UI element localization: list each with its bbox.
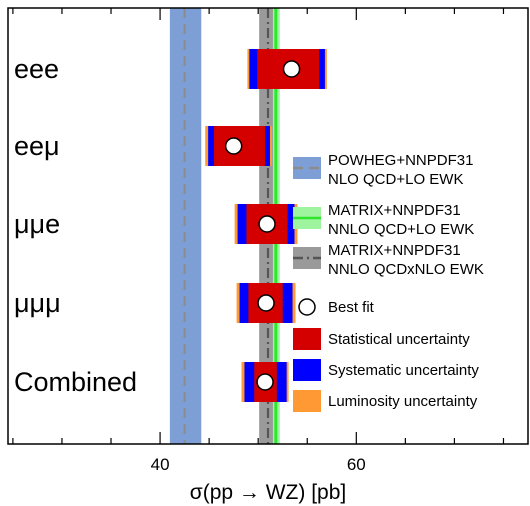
legend-swatch-powheg	[293, 157, 321, 179]
legend-label-matrix-nlo: MATRIX+NNPDF31 NNLO QCDxNLO EWK	[328, 242, 484, 278]
legend-label-matrix-lo: MATRIX+NNPDF31 NNLO QCD+LO EWK	[328, 202, 474, 238]
best-fit-point-2	[258, 215, 276, 233]
legend-label-lumi: Luminosity uncertainty	[328, 393, 478, 410]
best-fit-point-4	[256, 373, 274, 391]
category-label-3: μμμ	[14, 288, 61, 318]
legend-label-line: Statistical uncertainty	[328, 331, 470, 348]
best-fit-point-3	[257, 294, 275, 312]
legend-swatch-syst	[293, 359, 321, 381]
category-label-1: eeμ	[14, 131, 60, 161]
legend-swatch-lumi	[293, 390, 321, 412]
plot-frame	[7, 7, 529, 445]
best-fit-point-1	[224, 137, 243, 155]
category-labels: eee eeμ μμe μμμ Combined	[14, 54, 137, 397]
legend-label-line: NNLO QCDxNLO EWK	[328, 261, 484, 278]
legend-label-line: NLO QCD+LO EWK	[328, 171, 463, 188]
legend-label-stat: Statistical uncertainty	[328, 331, 470, 348]
category-label-0: eee	[14, 54, 59, 84]
legend-label-powheg: POWHEG+NNPDF31 NLO QCD+LO EWK	[328, 152, 473, 188]
best-fit-point-0	[282, 60, 301, 78]
legend-swatch-stat	[293, 328, 321, 350]
legend-label-line: MATRIX+NNPDF31	[328, 202, 461, 219]
legend-marker-best-fit	[298, 298, 316, 316]
legend-label-line: NNLO QCD+LO EWK	[328, 221, 474, 238]
category-label-2: μμe	[14, 209, 60, 239]
legend-label-line: Best fit	[328, 299, 375, 316]
x-axis: 40 60	[12, 8, 505, 474]
legend-label-line: Luminosity uncertainty	[328, 393, 478, 410]
x-axis-label: σ(pp → WZ) [pb]	[190, 481, 347, 504]
legend-label-line: Systematic uncertainty	[328, 362, 479, 379]
x-tick-label-40: 40	[151, 455, 170, 474]
legend-label-line: POWHEG+NNPDF31	[328, 152, 473, 169]
legend-label-best-fit: Best fit	[328, 299, 375, 316]
legend-label-line: MATRIX+NNPDF31	[328, 242, 461, 259]
category-label-4: Combined	[14, 367, 137, 397]
plot-area	[169, 8, 327, 444]
legend-label-syst: Systematic uncertainty	[328, 362, 479, 379]
x-tick-label-60: 60	[347, 455, 366, 474]
legend: POWHEG+NNPDF31 NLO QCD+LO EWK MATRIX+NNPDF…	[293, 152, 484, 412]
